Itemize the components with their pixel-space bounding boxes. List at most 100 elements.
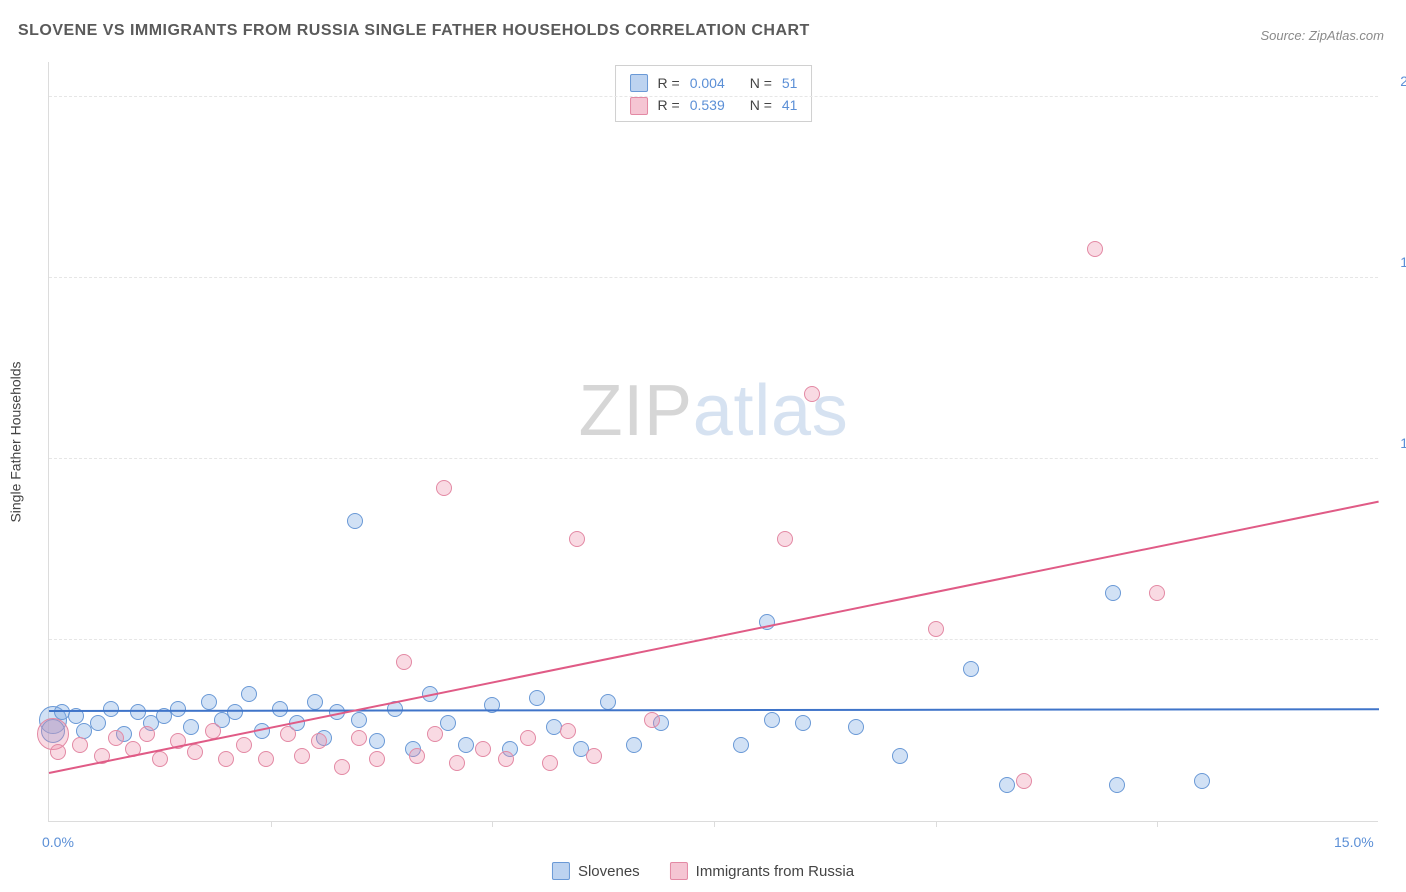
data-point bbox=[139, 726, 155, 742]
watermark: ZIPatlas bbox=[579, 370, 849, 452]
watermark-light: atlas bbox=[693, 371, 849, 451]
x-tick bbox=[936, 821, 937, 827]
data-point bbox=[449, 755, 465, 771]
data-point bbox=[600, 694, 616, 710]
source-attribution: Source: ZipAtlas.com bbox=[1260, 28, 1384, 43]
data-point bbox=[218, 751, 234, 767]
data-point bbox=[103, 701, 119, 717]
data-point bbox=[351, 730, 367, 746]
data-point bbox=[1087, 241, 1103, 257]
chart-title: SLOVENE VS IMMIGRANTS FROM RUSSIA SINGLE… bbox=[18, 22, 810, 40]
y-tick-label: 20.0% bbox=[1400, 73, 1406, 89]
legend-row: R =0.539N =41 bbox=[630, 94, 798, 116]
data-point bbox=[436, 480, 452, 496]
correlation-legend: R =0.004N =51R =0.539N =41 bbox=[615, 65, 813, 122]
legend-row: R =0.004N =51 bbox=[630, 72, 798, 94]
data-point bbox=[201, 694, 217, 710]
source-name: ZipAtlas.com bbox=[1309, 28, 1384, 43]
legend-swatch-icon bbox=[630, 97, 648, 115]
legend-r-label: R = bbox=[658, 72, 680, 94]
legend-series-label: Slovenes bbox=[578, 863, 640, 880]
data-point bbox=[1105, 585, 1121, 601]
data-point bbox=[369, 733, 385, 749]
data-point bbox=[1016, 773, 1032, 789]
data-point bbox=[848, 719, 864, 735]
trend-line bbox=[49, 709, 1379, 713]
data-point bbox=[644, 712, 660, 728]
data-point bbox=[183, 719, 199, 735]
data-point bbox=[369, 751, 385, 767]
legend-r-value: 0.539 bbox=[690, 94, 740, 116]
data-point bbox=[108, 730, 124, 746]
x-tick bbox=[492, 821, 493, 827]
data-point bbox=[804, 386, 820, 402]
y-tick-label: 10.0% bbox=[1400, 435, 1406, 451]
gridline-h bbox=[49, 639, 1378, 640]
data-point bbox=[347, 513, 363, 529]
legend-item: Slovenes bbox=[552, 862, 640, 880]
y-axis-label: Single Father Households bbox=[8, 361, 24, 522]
x-tick-label: 0.0% bbox=[42, 834, 74, 850]
data-point bbox=[409, 748, 425, 764]
data-point bbox=[626, 737, 642, 753]
data-point bbox=[560, 723, 576, 739]
data-point bbox=[963, 661, 979, 677]
data-point bbox=[569, 531, 585, 547]
data-point bbox=[294, 748, 310, 764]
gridline-h bbox=[49, 96, 1378, 97]
data-point bbox=[777, 531, 793, 547]
data-point bbox=[542, 755, 558, 771]
legend-swatch-icon bbox=[552, 862, 570, 880]
data-point bbox=[280, 726, 296, 742]
trend-line bbox=[49, 501, 1379, 774]
data-point bbox=[733, 737, 749, 753]
source-label: Source: bbox=[1260, 28, 1308, 43]
legend-r-label: R = bbox=[658, 94, 680, 116]
series-legend: Slovenes Immigrants from Russia bbox=[552, 862, 854, 880]
data-point bbox=[458, 737, 474, 753]
legend-item: Immigrants from Russia bbox=[670, 862, 854, 880]
scatter-plot: ZIPatlas R =0.004N =51R =0.539N =41 5.0%… bbox=[48, 62, 1378, 822]
data-point bbox=[90, 715, 106, 731]
data-point bbox=[311, 733, 327, 749]
data-point bbox=[892, 748, 908, 764]
watermark-bold: ZIP bbox=[579, 371, 693, 451]
legend-series-label: Immigrants from Russia bbox=[696, 863, 854, 880]
data-point bbox=[999, 777, 1015, 793]
data-point bbox=[258, 751, 274, 767]
data-point bbox=[928, 621, 944, 637]
data-point bbox=[241, 686, 257, 702]
legend-n-label: N = bbox=[750, 94, 772, 116]
data-point bbox=[170, 701, 186, 717]
data-point bbox=[427, 726, 443, 742]
data-point bbox=[498, 751, 514, 767]
x-tick bbox=[271, 821, 272, 827]
data-point bbox=[227, 704, 243, 720]
data-point bbox=[1194, 773, 1210, 789]
data-point bbox=[236, 737, 252, 753]
data-point bbox=[475, 741, 491, 757]
data-point bbox=[1109, 777, 1125, 793]
x-tick bbox=[1157, 821, 1158, 827]
data-point bbox=[152, 751, 168, 767]
data-point bbox=[307, 694, 323, 710]
y-tick-label: 15.0% bbox=[1400, 254, 1406, 270]
data-point bbox=[351, 712, 367, 728]
data-point bbox=[72, 737, 88, 753]
data-point bbox=[586, 748, 602, 764]
legend-swatch-icon bbox=[670, 862, 688, 880]
legend-swatch-icon bbox=[630, 74, 648, 92]
legend-r-value: 0.004 bbox=[690, 72, 740, 94]
y-axis-label-container: Single Father Households bbox=[6, 62, 26, 822]
data-point bbox=[795, 715, 811, 731]
data-point bbox=[396, 654, 412, 670]
data-point bbox=[187, 744, 203, 760]
x-tick-label: 15.0% bbox=[1334, 834, 1374, 850]
data-point bbox=[764, 712, 780, 728]
data-point bbox=[440, 715, 456, 731]
data-point bbox=[520, 730, 536, 746]
data-point bbox=[50, 744, 66, 760]
data-point bbox=[529, 690, 545, 706]
data-point bbox=[334, 759, 350, 775]
gridline-h bbox=[49, 277, 1378, 278]
